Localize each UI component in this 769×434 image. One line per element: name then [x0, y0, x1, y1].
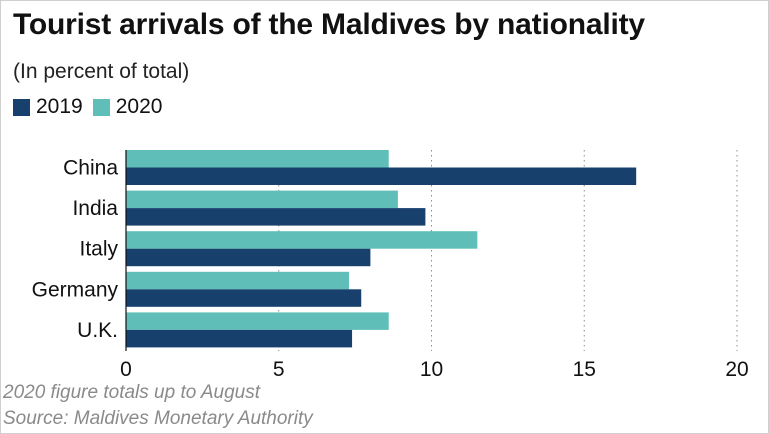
x-tick-label-3: 15	[573, 358, 596, 381]
bar-2020-u-k	[126, 312, 389, 330]
legend-item-2020: 2020	[92, 95, 163, 119]
legend-swatch-2020	[92, 98, 110, 116]
bar-2019-china	[126, 167, 637, 185]
x-tick-label-4: 20	[725, 358, 748, 381]
legend-swatch-2019	[13, 98, 30, 116]
chart-title: Tourist arrivals of the Maldives by nati…	[13, 8, 645, 41]
category-label-india: India	[72, 197, 118, 220]
bar-2019-india	[126, 208, 426, 226]
x-tick-label-0: 0	[120, 358, 132, 381]
bar-2020-india	[126, 190, 398, 209]
x-tick-label-2: 10	[420, 358, 443, 381]
bar-2020-china	[126, 150, 389, 168]
chart-subtitle: (In percent of total)	[13, 60, 190, 83]
bar-2020-italy	[126, 231, 478, 249]
category-label-china: China	[63, 157, 118, 180]
category-label-italy: Italy	[79, 238, 118, 261]
bar-2019-italy	[126, 248, 371, 267]
bar-2019-germany	[126, 289, 362, 307]
bar-2019-u-k	[126, 329, 353, 348]
x-tick-label-1: 5	[273, 358, 285, 381]
category-label-germany: Germany	[32, 278, 119, 301]
legend-label-2019: 2019	[36, 95, 83, 118]
legend: 2019 2020	[13, 95, 162, 119]
legend-label-2020: 2020	[115, 95, 163, 118]
category-label-u-k: U.K.	[77, 319, 118, 342]
footnote-source: Source: Maldives Monetary Authority	[3, 408, 313, 429]
legend-item-2019: 2019	[13, 95, 83, 119]
footnote-note: 2020 figure totals up to August	[3, 382, 261, 403]
bar-2020-germany	[126, 271, 350, 290]
